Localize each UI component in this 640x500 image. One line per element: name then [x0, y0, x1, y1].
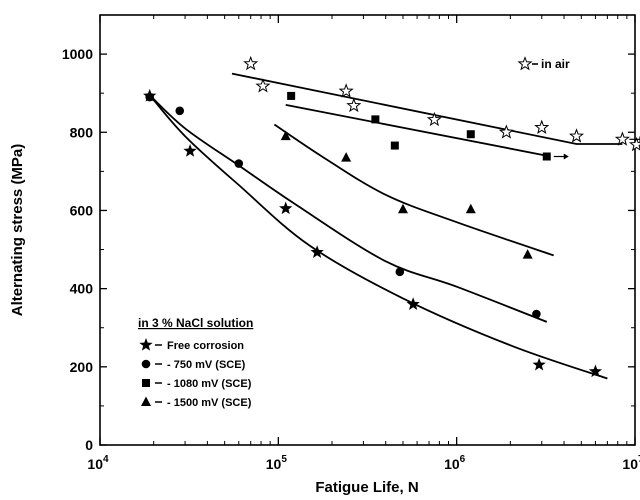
data-point-in-air [498, 124, 514, 139]
data-point-1500-mv-sce [341, 152, 352, 162]
data-point-1500-mv-sce [522, 249, 533, 259]
x-tick-label: 104 [87, 454, 109, 472]
axis-ticks: 0 200 400 600 800 1000 104 105 106 107 [62, 15, 640, 472]
legend-label-750-mv-sce: - 750 mV (SCE) [167, 359, 246, 371]
fit-curves [149, 72, 623, 380]
data-point-free-corrosion [588, 364, 603, 378]
data-point-1080-mv-sce [371, 115, 380, 124]
data-point-free-corrosion [532, 357, 546, 371]
y-tick-label: 600 [70, 202, 94, 218]
data-point-1080-mv-sce [390, 141, 399, 150]
legend-marker-1500-mv-sce [141, 396, 151, 406]
y-tick-label: 0 [85, 437, 93, 453]
x-tick-label: 107 [622, 454, 640, 472]
data-point-750-mv-sce [395, 267, 405, 277]
data-point-1500-mv-sce [397, 203, 408, 214]
y-tick-label: 1000 [62, 46, 93, 62]
data-point-1500-mv-sce [280, 130, 291, 141]
y-tick-label: 800 [70, 124, 94, 140]
x-tick-label: 106 [444, 454, 466, 472]
fit-line-free-corrosion [149, 94, 608, 380]
data-point-1080-mv-sce [466, 130, 475, 139]
data-point-in-air [338, 83, 354, 98]
legend-marker-1080-mv-sce [142, 379, 150, 387]
legend-label-1500-mv-sce: - 1500 mV (SCE) [167, 397, 252, 409]
data-point-in-air [346, 97, 362, 113]
y-tick-label: 200 [70, 359, 94, 375]
air-legend: in air [517, 56, 570, 71]
fit-line-1500-mv-sce [273, 123, 554, 257]
legend-marker-750-mv-sce [141, 359, 151, 369]
runout-arrow-head [563, 153, 569, 160]
data-point-in-air [614, 131, 630, 146]
data-markers [143, 55, 640, 378]
data-point-free-corrosion [183, 144, 197, 157]
data-point-free-corrosion [406, 297, 420, 310]
data-point-750-mv-sce [175, 106, 185, 116]
air-legend-marker [517, 56, 533, 71]
x-tick-label: 105 [266, 454, 288, 472]
solution-legend-title: in 3 % NaCl solution [138, 316, 253, 330]
data-point-in-air [534, 119, 550, 134]
data-point-in-air [628, 136, 640, 152]
data-point-free-corrosion [279, 201, 293, 215]
x-axis-label: Fatigue Life, N [315, 479, 418, 496]
data-point-750-mv-sce [234, 159, 244, 168]
y-tick-label: 400 [70, 281, 94, 297]
fit-line-1080-mv-sce [285, 104, 547, 157]
data-point-1080-mv-sce [542, 152, 551, 161]
legend-label-free-corrosion: Free corrosion [167, 340, 244, 352]
air-legend-star-icon [517, 56, 533, 71]
data-point-free-corrosion [310, 245, 324, 258]
data-point-in-air [255, 78, 271, 93]
solution-legend: in 3 % NaCl solution Free corrosion - 750… [138, 316, 253, 409]
data-point-in-air [243, 55, 259, 71]
data-point-1500-mv-sce [465, 203, 476, 214]
air-legend-label: in air [541, 57, 570, 71]
data-point-in-air [426, 111, 442, 127]
solution-legend-items: Free corrosion - 750 mV (SCE) - 1080 mV (S… [139, 338, 252, 409]
fit-line-750-mv-sce [149, 94, 548, 323]
legend-label-1080-mv-sce: - 1080 mV (SCE) [167, 378, 252, 390]
plot-frame [99, 14, 636, 446]
data-point-750-mv-sce [532, 309, 541, 319]
data-point-in-air [568, 128, 585, 143]
y-axis-label: Alternating stress (MPa) [9, 144, 26, 317]
legend-marker-free-corrosion [139, 338, 153, 351]
data-point-free-corrosion [143, 88, 157, 102]
fit-line-in-air [231, 72, 623, 145]
data-point-1080-mv-sce [287, 91, 296, 100]
